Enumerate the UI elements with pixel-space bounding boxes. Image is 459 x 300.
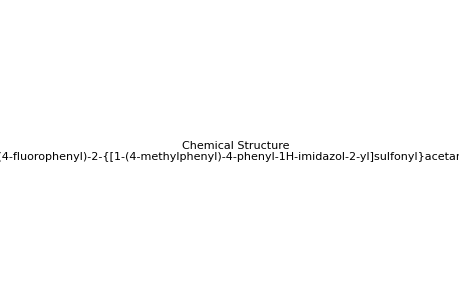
Text: Chemical Structure
N-(4-fluorophenyl)-2-{[1-(4-methylphenyl)-4-phenyl-1H-imidazo: Chemical Structure N-(4-fluorophenyl)-2-…: [0, 141, 459, 162]
